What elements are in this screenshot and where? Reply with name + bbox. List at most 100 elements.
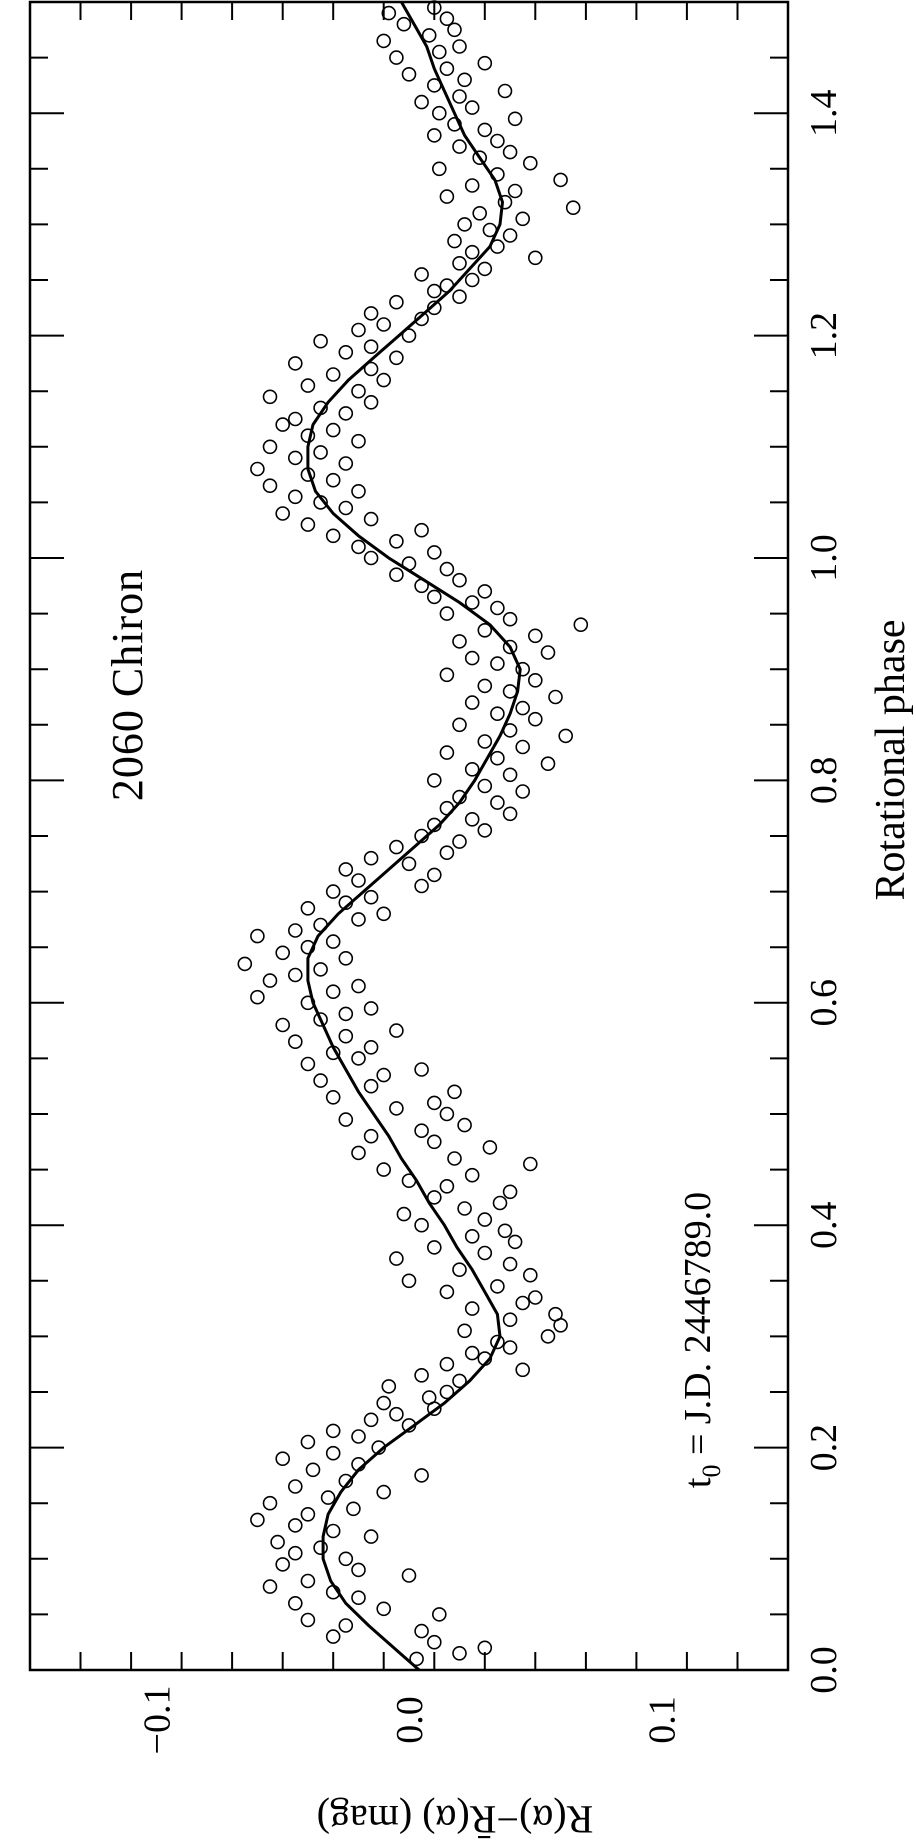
data-point-177 xyxy=(439,667,455,683)
data-point-47 xyxy=(421,1390,437,1405)
data-point-142 xyxy=(338,862,354,877)
data-point-277 xyxy=(507,111,523,127)
data-point-163 xyxy=(439,745,455,760)
data-point-290 xyxy=(452,39,467,54)
data-point-154 xyxy=(490,795,505,810)
data-point-88 xyxy=(376,1162,392,1177)
data-point-146 xyxy=(389,839,404,855)
data-point-53 xyxy=(439,1356,455,1372)
data-point-83 xyxy=(426,1190,442,1205)
data-point-138 xyxy=(325,884,341,899)
data-point-185 xyxy=(477,622,493,638)
data-point-97 xyxy=(338,1112,354,1127)
data-point-175 xyxy=(477,678,493,694)
axis-ticks xyxy=(29,1,789,1671)
chart-title: 2060 Chiron xyxy=(103,569,152,801)
data-point-234 xyxy=(389,350,404,366)
data-point-202 xyxy=(325,528,341,544)
data-point-95 xyxy=(414,1123,429,1138)
data-point-239 xyxy=(351,322,366,338)
data-point-179 xyxy=(490,656,505,671)
data-point-269 xyxy=(522,155,538,171)
data-point-21 xyxy=(270,1534,285,1550)
data-point-293 xyxy=(447,22,462,38)
data-point-227 xyxy=(262,389,278,405)
data-point-7 xyxy=(300,1612,316,1628)
data-point-73 xyxy=(477,1245,493,1261)
data-point-214 xyxy=(250,461,265,477)
data-point-84 xyxy=(502,1184,518,1200)
data-point-219 xyxy=(351,433,366,449)
data-point-222 xyxy=(275,417,291,432)
data-point-228 xyxy=(351,383,366,399)
x-tick-label-5: 1.0 xyxy=(803,534,845,582)
data-point-143 xyxy=(401,856,417,872)
data-point-87 xyxy=(464,1167,480,1183)
data-point-221 xyxy=(325,422,341,438)
data-point-16 xyxy=(351,1562,366,1578)
data-point-207 xyxy=(338,500,354,516)
data-point-261 xyxy=(565,200,581,215)
y-tick-label-2: 0.1 xyxy=(642,1696,684,1744)
fit-curve xyxy=(306,1,522,1672)
data-point-173 xyxy=(548,689,563,705)
data-point-241 xyxy=(414,311,429,327)
data-point-160 xyxy=(464,761,480,777)
data-point-117 xyxy=(363,1001,379,1016)
data-point-104 xyxy=(313,1073,328,1088)
data-point-263 xyxy=(439,189,455,204)
y-axis-label: R(α)−R̄(α) (mag) xyxy=(317,1797,594,1842)
data-point-115 xyxy=(313,1012,328,1027)
data-point-166 xyxy=(558,728,574,744)
x-tick-labels: 0.0 0.2 0.4 0.6 0.8 1.0 1.2 1.4 xyxy=(803,89,845,1693)
data-point-149 xyxy=(477,823,493,838)
data-point-161 xyxy=(540,756,556,772)
data-point-195 xyxy=(389,567,404,583)
data-point-11 xyxy=(351,1590,366,1605)
data-point-147 xyxy=(452,834,467,849)
data-point-135 xyxy=(300,900,316,916)
data-point-101 xyxy=(325,1090,341,1105)
data-point-55 xyxy=(464,1345,480,1361)
data-point-151 xyxy=(464,811,480,827)
data-point-273 xyxy=(490,133,505,149)
data-point-271 xyxy=(502,144,518,160)
data-point-5 xyxy=(414,1623,429,1639)
data-point-159 xyxy=(502,767,518,783)
x-tick-label-1: 0.2 xyxy=(803,1424,845,1472)
data-point-51 xyxy=(414,1368,429,1383)
data-point-107 xyxy=(300,1056,316,1072)
data-point-256 xyxy=(502,228,518,243)
data-points xyxy=(237,0,589,1667)
data-point-180 xyxy=(464,650,480,666)
data-point-131 xyxy=(287,923,303,938)
data-point-10 xyxy=(287,1596,303,1611)
data-point-270 xyxy=(472,150,488,165)
data-point-19 xyxy=(287,1545,303,1561)
data-point-203 xyxy=(414,522,429,538)
data-point-157 xyxy=(477,778,493,794)
x-tick-label-6: 1.2 xyxy=(803,312,845,360)
data-point-137 xyxy=(363,889,379,905)
data-point-129 xyxy=(325,934,341,949)
data-point-198 xyxy=(363,550,379,566)
data-point-190 xyxy=(464,595,480,610)
data-point-123 xyxy=(287,967,303,983)
data-point-79 xyxy=(477,1212,493,1227)
data-point-46 xyxy=(376,1395,392,1411)
data-point-62 xyxy=(548,1306,563,1322)
data-point-182 xyxy=(502,639,518,655)
data-point-68 xyxy=(401,1273,417,1289)
data-point-252 xyxy=(527,250,543,266)
data-point-264 xyxy=(507,183,523,199)
data-point-274 xyxy=(426,128,442,143)
data-point-235 xyxy=(338,344,354,360)
data-point-90 xyxy=(447,1151,462,1166)
data-point-188 xyxy=(439,606,455,621)
data-point-156 xyxy=(515,784,531,799)
data-point-164 xyxy=(515,739,531,755)
data-point-14 xyxy=(300,1573,316,1589)
data-point-20 xyxy=(313,1540,328,1555)
data-point-248 xyxy=(464,272,480,288)
x-tick-label-7: 1.4 xyxy=(803,89,845,137)
